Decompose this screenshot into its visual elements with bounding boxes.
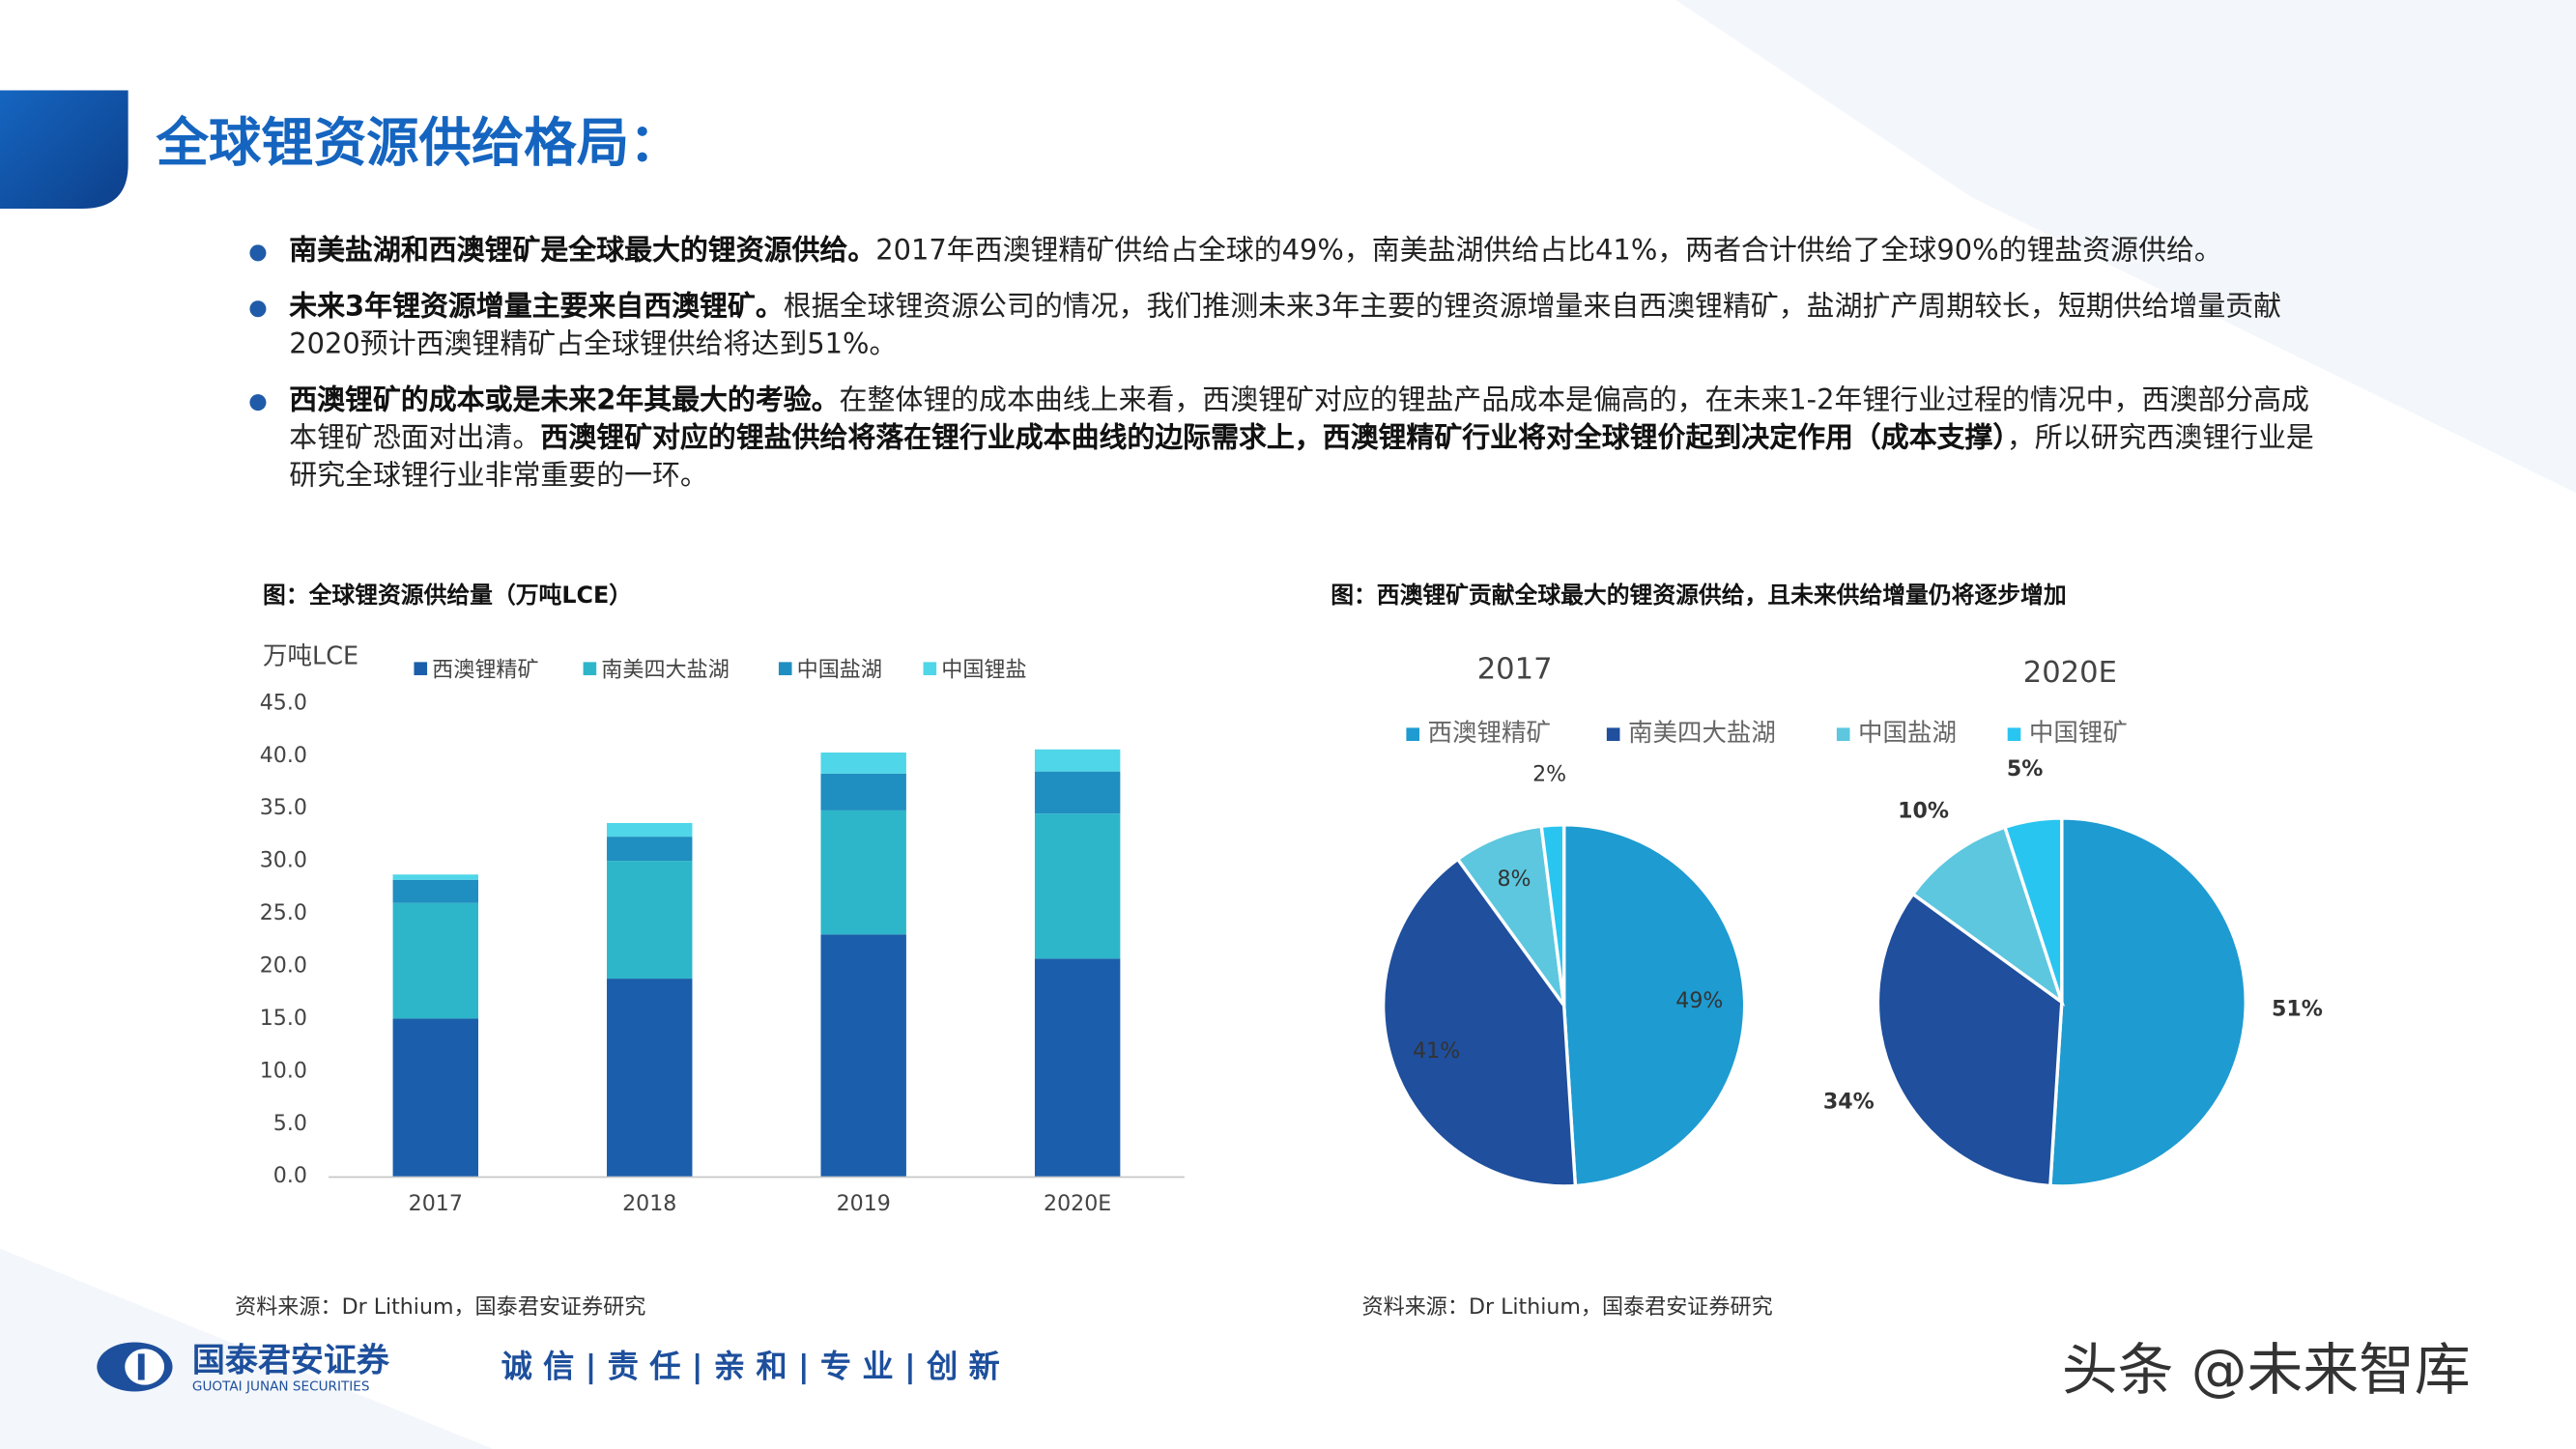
data-label: 2% (1532, 761, 1566, 786)
y-axis-label: 万吨LCE (263, 641, 358, 670)
bar-segment (1034, 958, 1121, 1177)
pie-slice (1539, 823, 1566, 1007)
bullet: 西澳锂矿的成本或是未来2年其最大的考验。在整体锂的成本曲线上来看，西澳锂矿对应的… (249, 383, 2323, 496)
bullet-list: 南美盐湖和西澳锂矿是全球最大的锂资源供给。2017年西澳锂精矿供给占全球的49%… (249, 233, 2323, 514)
bar-segment (820, 773, 906, 810)
x-tick-label: 2020E (1044, 1191, 1111, 1216)
watermark: 头条 @未来智库 (2062, 1337, 2471, 1403)
x-tick-label: 2019 (837, 1191, 891, 1216)
legend-label: 中国盐湖 (1858, 719, 1957, 748)
y-tick-label: 5.0 (273, 1111, 307, 1136)
bar-segment (1034, 813, 1121, 959)
y-tick-label: 20.0 (260, 952, 307, 978)
y-tick-label: 30.0 (260, 848, 307, 873)
legend-swatch (2007, 727, 2021, 742)
y-tick-label: 0.0 (273, 1163, 307, 1188)
bar-segment (607, 837, 693, 862)
legend-swatch (1606, 727, 1620, 742)
bullet-dot (249, 244, 267, 262)
x-tick-label: 2018 (622, 1191, 676, 1216)
data-label: 34% (1823, 1090, 1875, 1115)
data-label: 41% (1413, 1038, 1460, 1064)
pie-slice (2048, 816, 2247, 1188)
bar-segment (820, 810, 906, 935)
logo (97, 1342, 173, 1392)
bullet-dot (249, 394, 267, 412)
bold-text: 西澳锂矿的成本或是未来2年其最大的考验。 (289, 384, 840, 417)
source: 资料来源：Dr Lithium，国泰君安证券研究 (235, 1294, 645, 1320)
y-tick-label: 45.0 (260, 690, 307, 715)
legend-swatch (1406, 727, 1420, 742)
bar-segment (820, 934, 906, 1177)
bullet: 南美盐湖和西澳锂矿是全球最大的锂资源供给。2017年西澳锂精矿供给占全球的49%… (249, 233, 2323, 270)
pie-slice (1875, 892, 2064, 1188)
legend-swatch (1836, 727, 1850, 742)
legend-label: 中国盐湖 (797, 657, 882, 682)
bar-segment (392, 902, 478, 1019)
pie-title: 2017 (1477, 652, 1553, 686)
chart-title: 图：全球锂资源供给量（万吨LCE） (263, 582, 632, 609)
legend-label: 西澳锂精矿 (432, 657, 538, 682)
bar-segment (1034, 771, 1121, 814)
bar-segment (392, 874, 478, 880)
text: 2017年西澳锂精矿供给占全球的49%，南美盐湖供给占比41%，两者合计供给了全… (875, 235, 2222, 269)
bold-text: 南美盐湖和西澳锂矿是全球最大的锂资源供给。 (289, 235, 876, 269)
pie-slice (2002, 816, 2064, 1003)
company-name-en: GUOTAI JUNAN SECURITIES (192, 1378, 370, 1394)
header-badge (0, 90, 129, 209)
bar-segment (1034, 749, 1121, 772)
y-tick-label: 15.0 (260, 1006, 307, 1031)
legend-label: 南美四大盐湖 (1628, 719, 1776, 748)
legend-label: 西澳锂精矿 (1428, 719, 1551, 748)
bar-segment (607, 861, 693, 980)
y-tick-label: 25.0 (260, 900, 307, 925)
data-label: 49% (1675, 988, 1723, 1013)
x-tick-label: 2017 (409, 1191, 463, 1216)
y-tick-label: 35.0 (260, 795, 307, 820)
chart-title: 图：西澳锂矿贡献全球最大的锂资源供给，且未来供给增量仍将逐步增加 (1331, 582, 2066, 609)
text: 在整体锂的成本曲线上来看，西澳锂矿对应的锂盐产品成本是偏高的，在未来1-2年锂行… (289, 384, 2309, 456)
source: 资料来源：Dr Lithium，国泰君安证券研究 (1362, 1294, 1773, 1320)
text: ，所以研究西澳锂行业是研究全球锂行业非常重要的一环。 (289, 422, 2314, 494)
data-label: 51% (2272, 997, 2323, 1022)
text: 根据全球锂资源公司的情况，我们推测未来3年主要的锂资源增量来自西澳锂精矿，盐湖扩… (289, 291, 2282, 362)
data-label: 8% (1497, 867, 1531, 892)
bullet: 未来3年锂资源增量主要来自西澳锂矿。根据全球锂资源公司的情况，我们推测未来3年主… (249, 289, 2323, 364)
pie-slice (1910, 825, 2066, 1007)
legend-label: 中国锂矿 (2029, 719, 2128, 748)
company-name: 国泰君安证券 (192, 1341, 390, 1379)
bar-segment (607, 822, 693, 838)
legend-swatch (414, 662, 428, 675)
pie-slice (1381, 857, 1578, 1188)
pie-slice (1561, 823, 1747, 1188)
bullet-dot (249, 300, 267, 318)
bar-segment (607, 979, 693, 1177)
legend-swatch (583, 662, 597, 675)
bg-shape (1675, 0, 2576, 494)
bar-segment (392, 879, 478, 903)
data-label: 10% (1898, 799, 1949, 824)
page-title: 全球锂资源供给格局： (156, 111, 682, 173)
bar-segment (820, 753, 906, 774)
bar-segment (392, 1018, 478, 1177)
legend-label: 中国锂盐 (941, 657, 1026, 682)
y-tick-label: 40.0 (260, 743, 307, 768)
pie-slice (1455, 824, 1566, 1007)
data-label: 5% (2007, 756, 2044, 781)
bold-text: 西澳锂矿对应的锂盐供给将落在锂行业成本曲线的边际需求上，西澳锂精矿行业将对全球锂… (540, 422, 2007, 456)
legend-swatch (923, 662, 937, 675)
legend-label: 南美四大盐湖 (601, 657, 730, 682)
bold-text: 未来3年锂资源增量主要来自西澳锂矿。 (289, 291, 784, 325)
legend-swatch (778, 662, 792, 675)
slogan: 诚 信 | 责 任 | 亲 和 | 专 业 | 创 新 (501, 1349, 1000, 1386)
y-tick-label: 10.0 (260, 1058, 307, 1083)
pie-title: 2020E (2023, 656, 2117, 690)
